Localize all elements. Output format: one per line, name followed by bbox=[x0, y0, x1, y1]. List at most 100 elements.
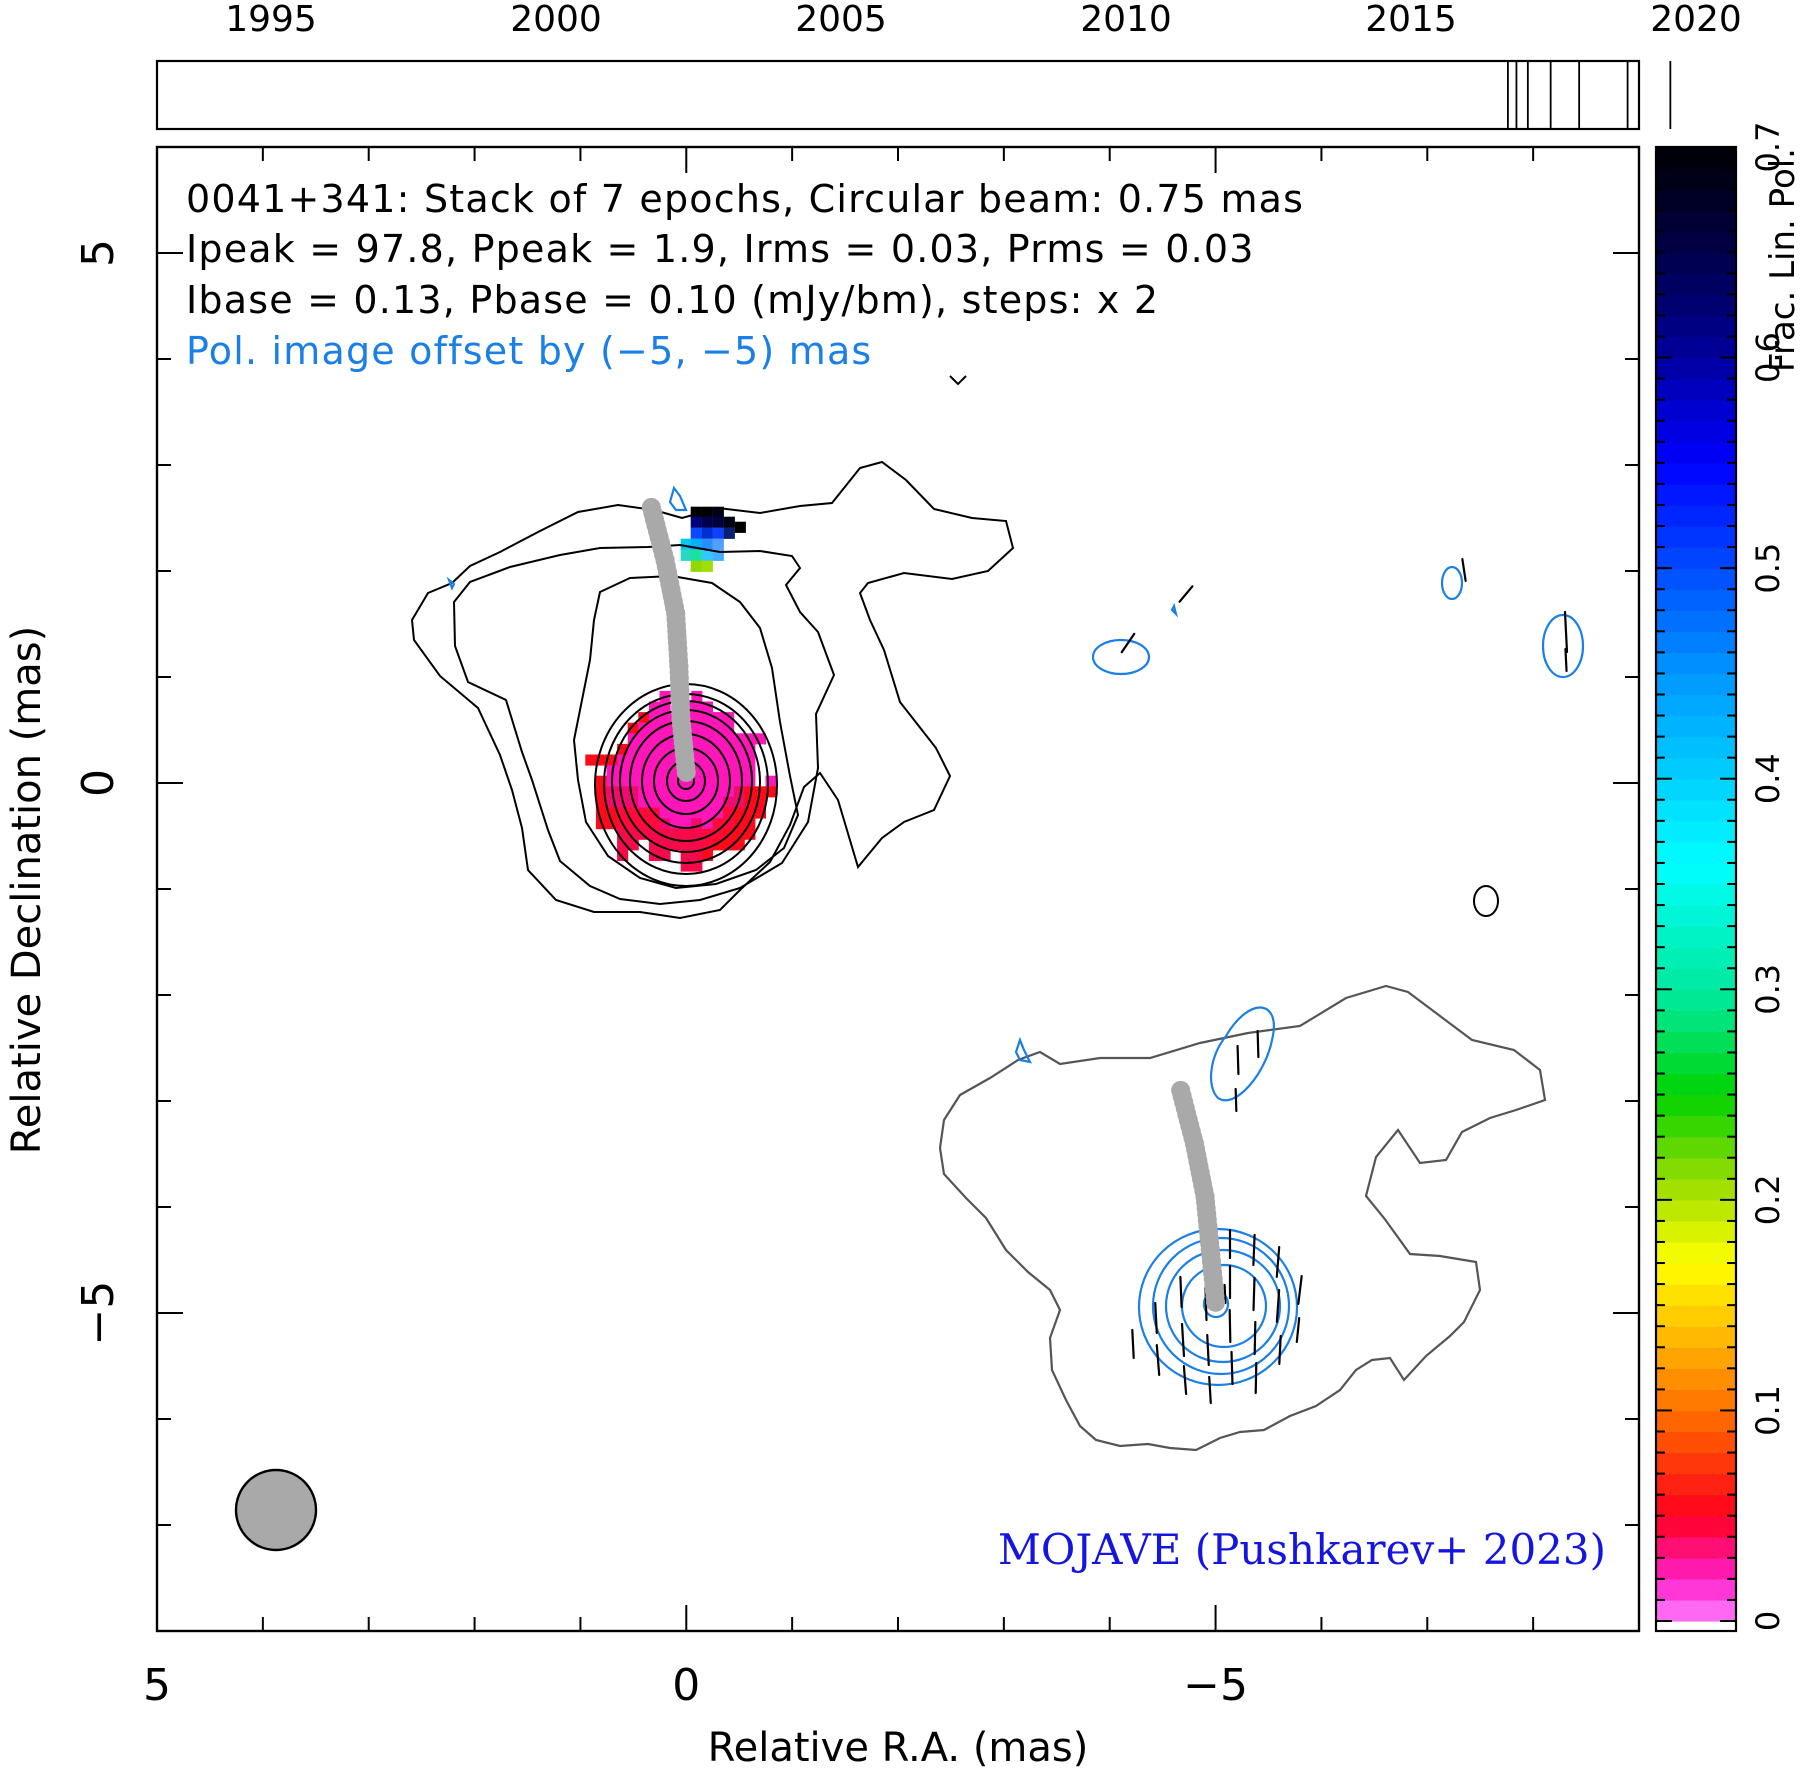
colorbar-swatch bbox=[1656, 989, 1736, 1011]
fpol-pixel bbox=[638, 743, 650, 755]
fpol-pixel bbox=[680, 839, 692, 851]
fpol-pixel bbox=[723, 839, 735, 851]
fpol-pixel bbox=[627, 775, 639, 787]
fpol-pixel bbox=[606, 807, 618, 819]
timeline-tick-labels: 1995 2000 2005 2010 2015 2020 bbox=[225, 0, 1742, 40]
colorbar-swatch bbox=[1656, 315, 1736, 338]
fpol-pixel bbox=[690, 527, 702, 539]
evpa-stick bbox=[1208, 1375, 1212, 1405]
fpol-pixel bbox=[680, 860, 692, 872]
fpol-pixel bbox=[638, 712, 650, 724]
fpol-pixel bbox=[723, 516, 735, 528]
evpa-stick bbox=[1254, 1361, 1258, 1395]
colorbar-swatch bbox=[1656, 147, 1736, 169]
fpol-pixel bbox=[691, 754, 703, 766]
header-line-2: Ipeak = 97.8, Ppeak = 1.9, Irms = 0.03, … bbox=[186, 227, 1255, 271]
fpol-pixel bbox=[680, 818, 692, 830]
evpa-stick bbox=[1252, 1276, 1256, 1312]
fpol-pixel bbox=[701, 722, 713, 734]
fpol-pixel bbox=[712, 765, 724, 777]
fpol-pixel bbox=[691, 733, 703, 745]
evpa-stick bbox=[1256, 1029, 1260, 1059]
fpol-pixel bbox=[701, 828, 713, 840]
colorbar-swatch bbox=[1656, 841, 1736, 864]
colorbar-swatch bbox=[1656, 1220, 1736, 1243]
evpa-stick bbox=[1252, 1233, 1256, 1267]
fpol-pixel bbox=[701, 538, 713, 550]
colorbar-swatch bbox=[1656, 189, 1736, 211]
fpol-pixel bbox=[659, 765, 671, 777]
fpol-pixel bbox=[690, 516, 702, 528]
colorbar-swatch bbox=[1656, 1389, 1736, 1412]
fpol-pixel bbox=[659, 839, 671, 851]
fpol-pixel bbox=[712, 516, 724, 528]
colorbar-ticks bbox=[1656, 146, 1736, 1622]
colorbar-swatch bbox=[1656, 1136, 1736, 1159]
evpa-stick bbox=[1275, 1245, 1281, 1279]
colorbar-swatch bbox=[1656, 610, 1736, 632]
fpol-pixel bbox=[606, 796, 618, 808]
evpa-stick bbox=[1206, 1333, 1210, 1367]
fpol-pixel bbox=[670, 775, 682, 787]
colorbar-swatch bbox=[1656, 1073, 1736, 1096]
fpol-pixel bbox=[627, 786, 639, 798]
colorbar-swatch bbox=[1656, 568, 1736, 590]
evpa-sticks bbox=[1120, 558, 1569, 1405]
fpol-pixel bbox=[744, 743, 756, 755]
fpol-pixel bbox=[648, 765, 660, 777]
fpol-pixel bbox=[670, 828, 682, 840]
timeline-tick-label: 2015 bbox=[1365, 0, 1457, 40]
fpol-pixel bbox=[627, 807, 639, 819]
y-axis-label: Relative Declination (mas) bbox=[4, 626, 50, 1154]
colorbar-swatch bbox=[1656, 504, 1736, 527]
fpol-pixel bbox=[690, 549, 702, 561]
colorbar-swatch bbox=[1656, 231, 1736, 253]
fpol-pixel bbox=[627, 828, 639, 840]
fpol-pixel bbox=[595, 786, 607, 798]
colorbar-swatch bbox=[1656, 1410, 1736, 1433]
colorbar-swatch bbox=[1656, 947, 1736, 969]
fpol-pixel bbox=[754, 807, 766, 819]
fpol-pixel bbox=[648, 839, 660, 851]
fpol-pixel bbox=[638, 807, 650, 819]
fpol-pixel bbox=[690, 506, 702, 518]
stokes-i-contours bbox=[410, 375, 1499, 920]
colorbar-swatch bbox=[1656, 757, 1736, 780]
header-line-3: Ibase = 0.13, Pbase = 0.10 (mJy/bm), ste… bbox=[186, 278, 1159, 322]
pol-contour-island-c bbox=[1440, 565, 1464, 601]
evpa-stick bbox=[1564, 647, 1568, 673]
fpol-pixel bbox=[691, 860, 703, 872]
colorbar-swatch bbox=[1656, 1599, 1736, 1622]
evpa-stick bbox=[1182, 1364, 1188, 1396]
fpol-pixel bbox=[723, 722, 735, 734]
fpol-pixel bbox=[659, 796, 671, 808]
colorbar-swatch bbox=[1656, 378, 1736, 401]
colorbar-swatch bbox=[1656, 736, 1736, 759]
fpol-pixel bbox=[723, 743, 735, 755]
fpol-pixel bbox=[595, 807, 607, 819]
pol-contours bbox=[446, 485, 1585, 1387]
colorbar-swatch bbox=[1656, 1452, 1736, 1475]
fpol-pixel bbox=[712, 527, 724, 539]
colorbar-swatch bbox=[1656, 1178, 1736, 1201]
fpol-pixel bbox=[733, 839, 745, 851]
fpol-pixel bbox=[733, 743, 745, 755]
stokes-contour-3 bbox=[572, 574, 800, 890]
timeline-epochs bbox=[1507, 61, 1672, 129]
fpol-pixel bbox=[733, 775, 745, 787]
fpol-pixel bbox=[638, 754, 650, 766]
colorbar-swatch bbox=[1656, 1515, 1736, 1538]
fpol-pixel bbox=[648, 796, 660, 808]
evpa-stick bbox=[1236, 1044, 1240, 1076]
evpa-stick bbox=[1178, 585, 1194, 603]
fpol-pixel bbox=[648, 733, 660, 745]
evpa-stick bbox=[1179, 1275, 1183, 1309]
fpol-pixel bbox=[701, 818, 713, 830]
evpa-stick bbox=[1155, 1343, 1161, 1377]
fpol-pixel bbox=[659, 754, 671, 766]
fpol-pixel bbox=[659, 775, 671, 787]
fpol-pixel bbox=[670, 765, 682, 777]
fpol-pixel bbox=[648, 754, 660, 766]
fpol-pixel bbox=[638, 818, 650, 830]
fpol-pixel bbox=[723, 796, 735, 808]
